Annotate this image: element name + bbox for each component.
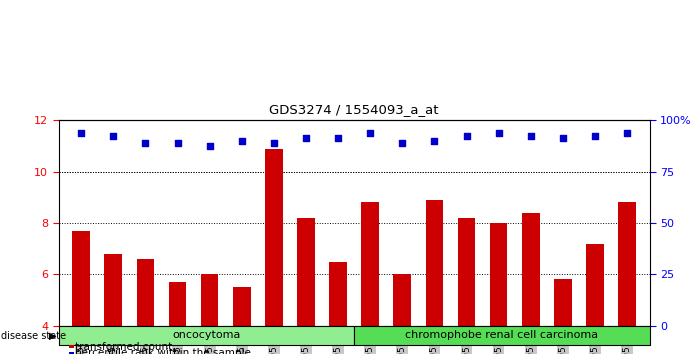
Bar <box>490 223 507 326</box>
Point <box>76 130 87 136</box>
Bar <box>297 218 315 326</box>
Point <box>461 133 472 139</box>
Point <box>429 138 440 144</box>
Bar <box>393 274 411 326</box>
Bar <box>361 202 379 326</box>
Text: percentile rank within the sample: percentile rank within the sample <box>75 348 251 354</box>
Point <box>558 136 569 141</box>
Text: disease state: disease state <box>1 331 66 341</box>
Text: chromophobe renal cell carcinoma: chromophobe renal cell carcinoma <box>406 330 598 341</box>
Point <box>621 130 632 136</box>
Point <box>397 141 408 146</box>
Bar <box>354 326 650 345</box>
Bar <box>265 149 283 326</box>
Bar <box>586 244 604 326</box>
Bar <box>522 213 540 326</box>
Point <box>108 133 119 139</box>
Point <box>204 143 215 149</box>
Point <box>365 130 376 136</box>
Text: ▶: ▶ <box>49 331 57 341</box>
Bar <box>457 218 475 326</box>
Bar <box>104 254 122 326</box>
Bar <box>137 259 154 326</box>
Bar <box>233 287 251 326</box>
Text: oncocytoma: oncocytoma <box>172 330 240 341</box>
Point <box>301 136 312 141</box>
Bar <box>73 231 90 326</box>
Point <box>589 133 600 139</box>
Bar <box>169 282 187 326</box>
Bar <box>201 274 218 326</box>
Point <box>525 133 536 139</box>
Point <box>493 130 504 136</box>
Bar <box>618 202 636 326</box>
Point <box>236 138 247 144</box>
Text: transformed count: transformed count <box>75 342 172 352</box>
Point <box>268 141 279 146</box>
Bar <box>329 262 347 326</box>
Bar <box>59 326 354 345</box>
Point <box>172 141 183 146</box>
Bar <box>554 280 571 326</box>
Point <box>332 136 343 141</box>
Title: GDS3274 / 1554093_a_at: GDS3274 / 1554093_a_at <box>269 103 439 116</box>
Point <box>140 141 151 146</box>
Bar <box>426 200 443 326</box>
